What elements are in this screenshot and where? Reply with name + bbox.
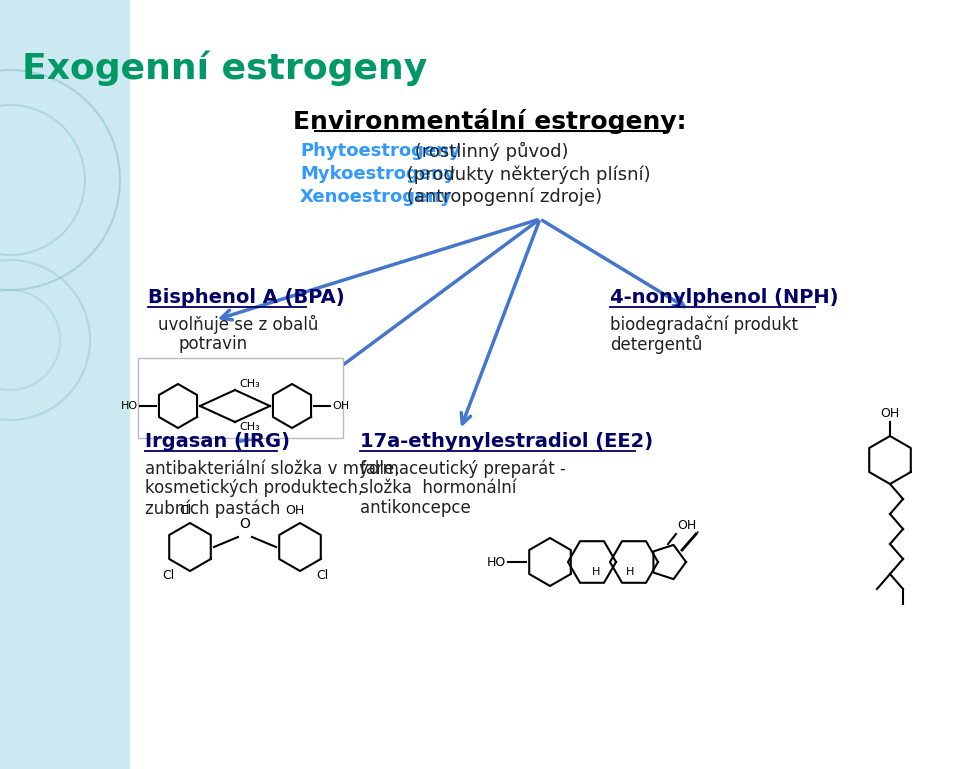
Text: farmaceutický preparát -: farmaceutický preparát - xyxy=(360,459,565,478)
Text: CH₃: CH₃ xyxy=(239,422,260,432)
Text: zubních pastách: zubních pastách xyxy=(145,499,280,518)
Text: antibakteriální složka v mýdle,: antibakteriální složka v mýdle, xyxy=(145,459,399,478)
Text: Exogenní estrogeny: Exogenní estrogeny xyxy=(22,50,427,85)
Bar xyxy=(0,0,130,769)
Text: O: O xyxy=(240,517,251,531)
Bar xyxy=(138,358,343,438)
Text: HO: HO xyxy=(487,555,506,568)
Text: kosmetických produktech,: kosmetických produktech, xyxy=(145,479,363,497)
Text: H: H xyxy=(591,567,600,577)
Text: Cl: Cl xyxy=(179,504,191,517)
Text: H: H xyxy=(626,567,635,577)
Text: 17a-ethynylestradiol (EE2): 17a-ethynylestradiol (EE2) xyxy=(360,432,653,451)
Text: 4-nonylphenol (NPH): 4-nonylphenol (NPH) xyxy=(610,288,838,307)
Text: Cl: Cl xyxy=(316,569,328,582)
Text: Cl: Cl xyxy=(162,569,174,582)
Text: (produkty některých plísní): (produkty některých plísní) xyxy=(401,165,651,184)
Text: Mykoestrogeny: Mykoestrogeny xyxy=(300,165,455,183)
Text: OH: OH xyxy=(880,407,900,420)
Text: složka  hormonální: složka hormonální xyxy=(360,479,516,497)
Text: Irgasan (IRG): Irgasan (IRG) xyxy=(145,432,290,451)
Text: (rostlinný původ): (rostlinný původ) xyxy=(409,142,568,161)
Text: OH: OH xyxy=(285,504,304,517)
Text: Phytoestrogeny: Phytoestrogeny xyxy=(300,142,461,160)
Text: uvolňuje se z obalů: uvolňuje se z obalů xyxy=(158,315,319,334)
Text: Xenoestrogeny: Xenoestrogeny xyxy=(300,188,453,206)
Text: OH: OH xyxy=(332,401,349,411)
Text: HO: HO xyxy=(121,401,138,411)
Text: OH: OH xyxy=(677,519,696,532)
Text: CH₃: CH₃ xyxy=(239,379,260,389)
Text: detergentů: detergentů xyxy=(610,335,703,354)
Text: antikoncepce: antikoncepce xyxy=(360,499,470,517)
Text: Environmentální estrogeny:: Environmentální estrogeny: xyxy=(293,108,686,134)
Text: biodegradační produkt: biodegradační produkt xyxy=(610,315,798,334)
Text: (antropogenní zdroje): (antropogenní zdroje) xyxy=(401,188,603,207)
Text: potravin: potravin xyxy=(178,335,247,353)
Text: Bisphenol A (BPA): Bisphenol A (BPA) xyxy=(148,288,345,307)
